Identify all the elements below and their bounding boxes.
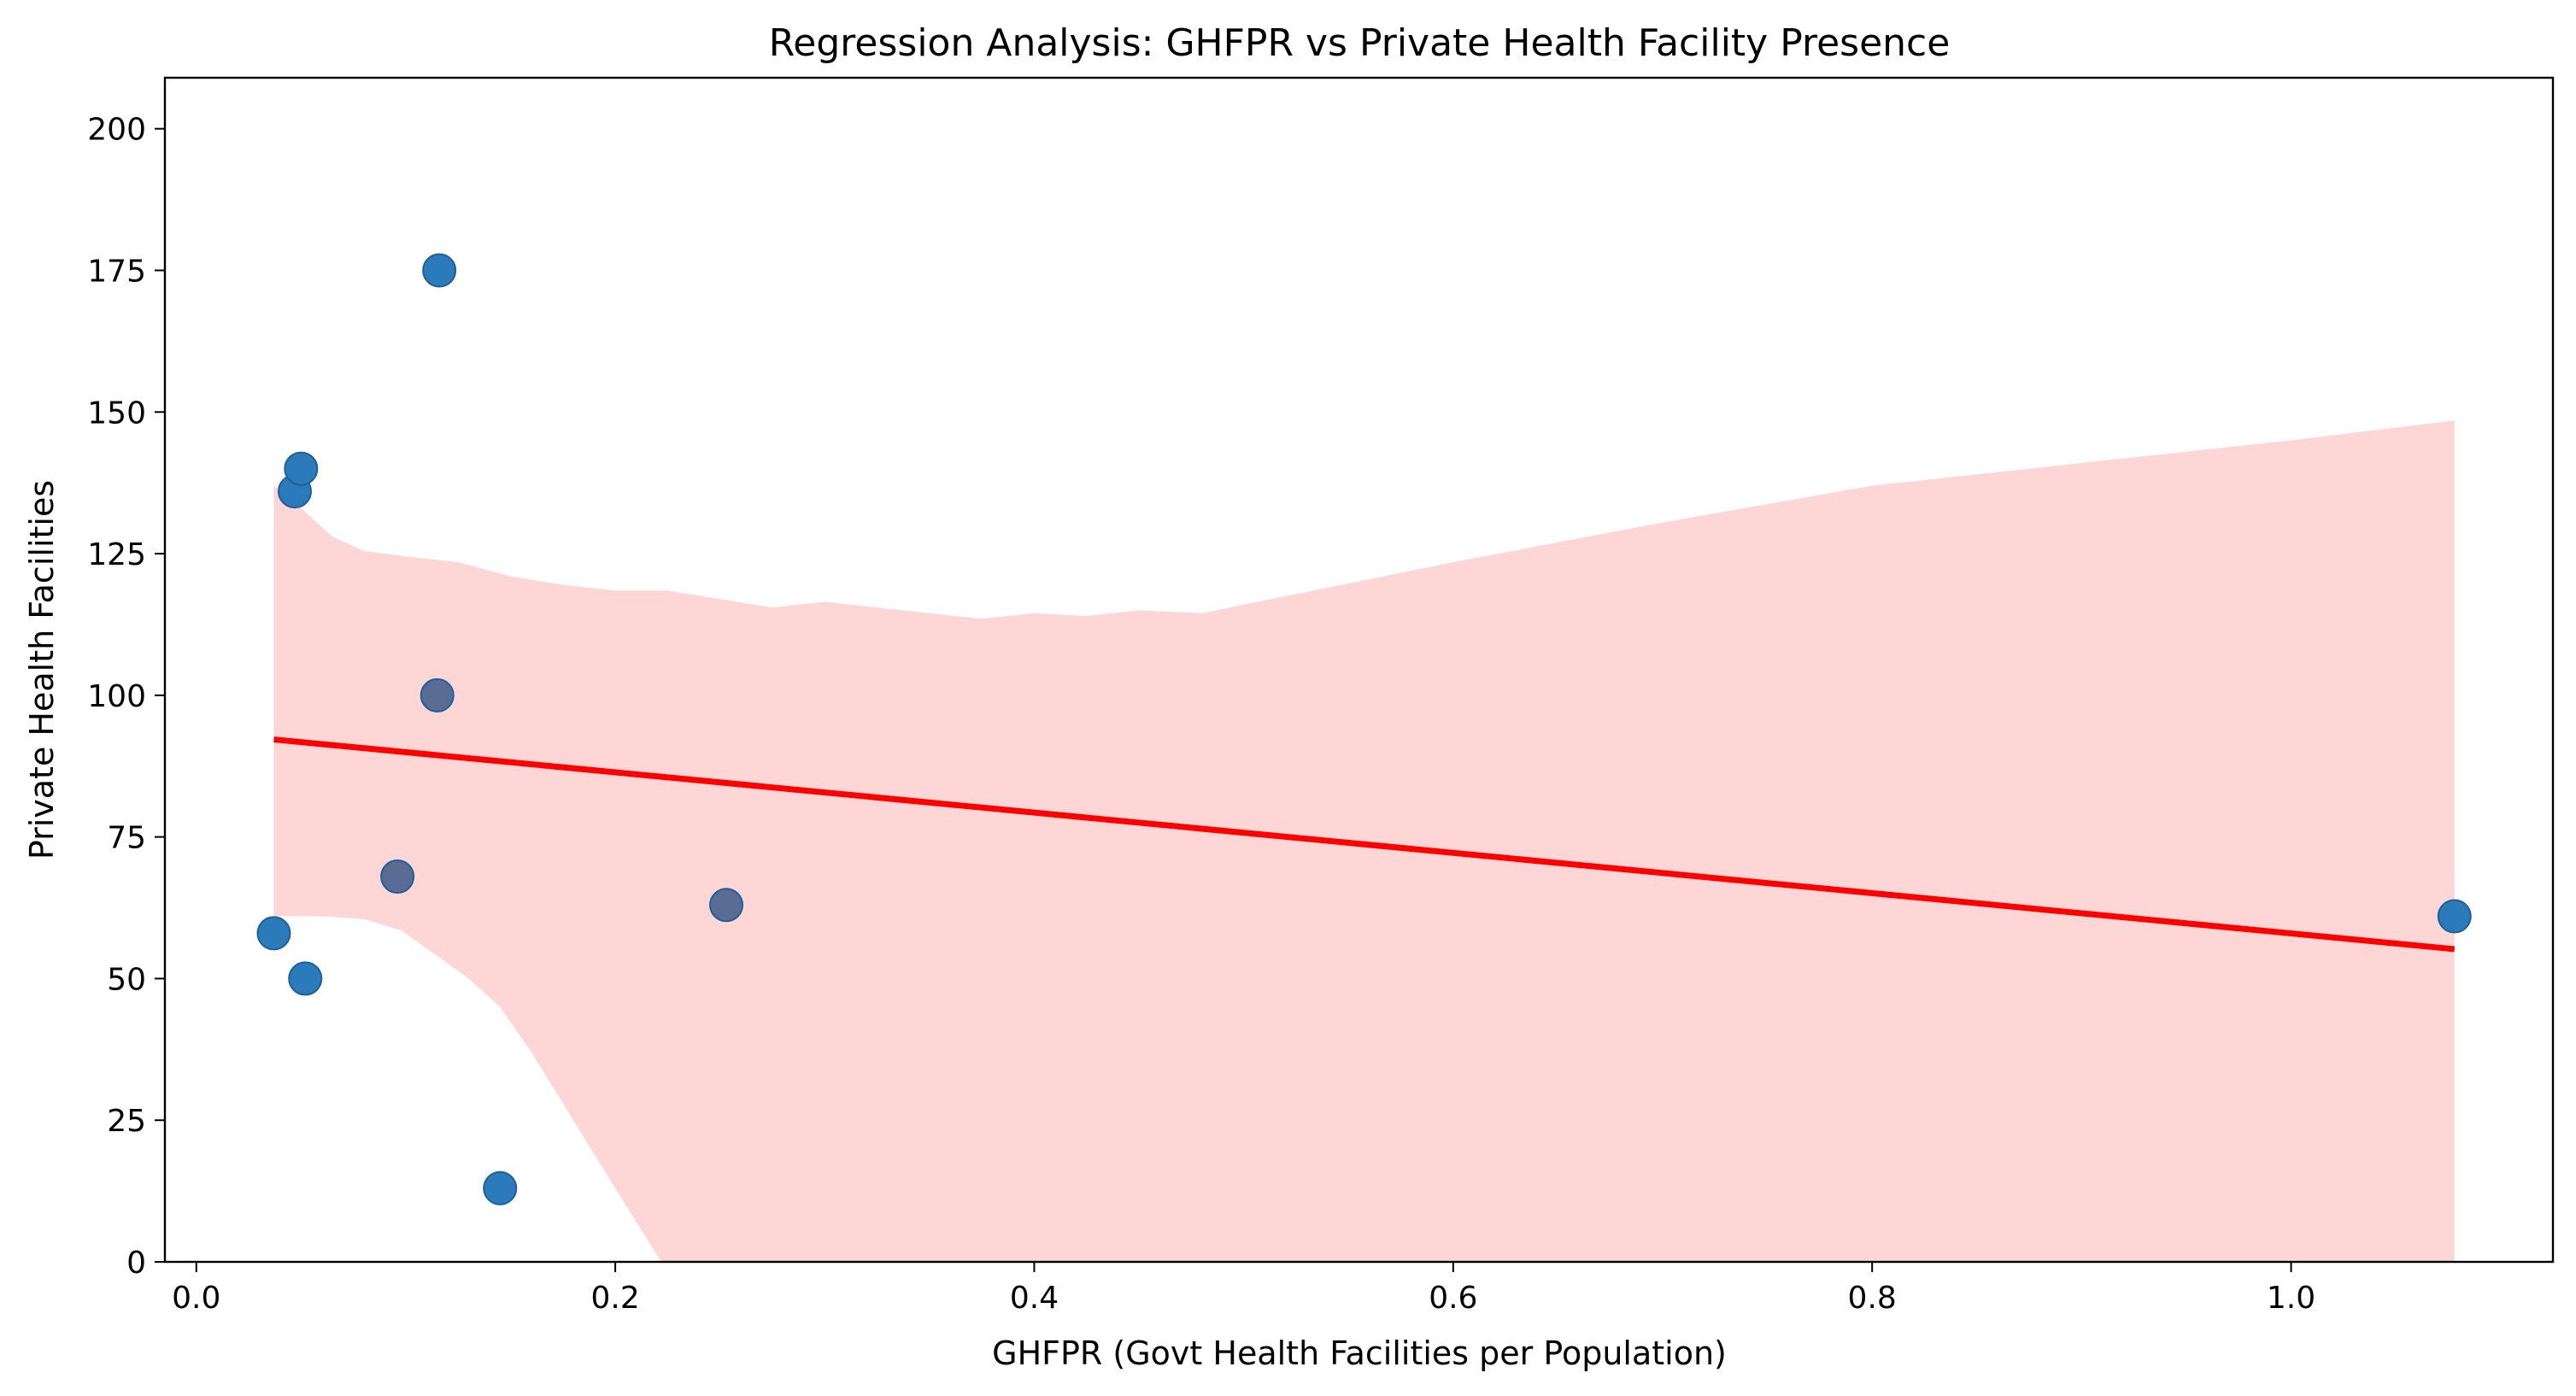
- data-point-5: [380, 859, 415, 894]
- chart-title: Regression Analysis: GHFPR vs Private He…: [769, 21, 1951, 65]
- y-axis: 0 25 50 75 100 125 150 175 200: [87, 113, 165, 1281]
- regression-line: [273, 736, 2456, 953]
- y-tick-label: 150: [87, 396, 146, 431]
- y-axis-label: Private Health Facilities: [23, 480, 61, 859]
- x-tick-label: 0.4: [1010, 1281, 1059, 1316]
- x-tick-label: 0.2: [590, 1281, 639, 1316]
- x-tick-label: 0.8: [1848, 1281, 1897, 1316]
- x-axis-label: GHFPR (Govt Health Facilities per Popula…: [992, 1334, 1727, 1372]
- x-axis: 0.0 0.2 0.4 0.6 0.8 1.0: [172, 1262, 2315, 1316]
- y-tick-label: 50: [107, 962, 146, 997]
- data-points-layer: [256, 253, 2472, 1205]
- data-point-7: [422, 253, 457, 288]
- regression-line-layer: [273, 736, 2456, 953]
- y-tick-label: 75: [107, 821, 146, 856]
- y-tick-label: 175: [87, 254, 146, 289]
- data-point-9: [709, 888, 744, 923]
- x-tick-label: 1.0: [2267, 1281, 2315, 1316]
- y-tick-label: 200: [87, 113, 146, 148]
- y-tick-label: 0: [126, 1246, 146, 1281]
- data-point-1: [256, 916, 291, 951]
- data-point-4: [288, 961, 323, 996]
- data-point-8: [483, 1170, 518, 1205]
- y-tick-label: 25: [107, 1104, 146, 1139]
- data-point-6: [420, 677, 455, 713]
- data-point-3: [284, 451, 319, 486]
- y-tick-label: 125: [87, 537, 146, 572]
- x-tick-label: 0.6: [1429, 1281, 1477, 1316]
- x-tick-label: 0.0: [172, 1281, 220, 1316]
- plot-frame: [163, 76, 2555, 1264]
- y-tick-label: 100: [87, 679, 146, 714]
- data-point-10: [2437, 899, 2472, 934]
- confidence-band-layer: [273, 420, 2455, 1262]
- confidence-band: [273, 420, 2455, 1262]
